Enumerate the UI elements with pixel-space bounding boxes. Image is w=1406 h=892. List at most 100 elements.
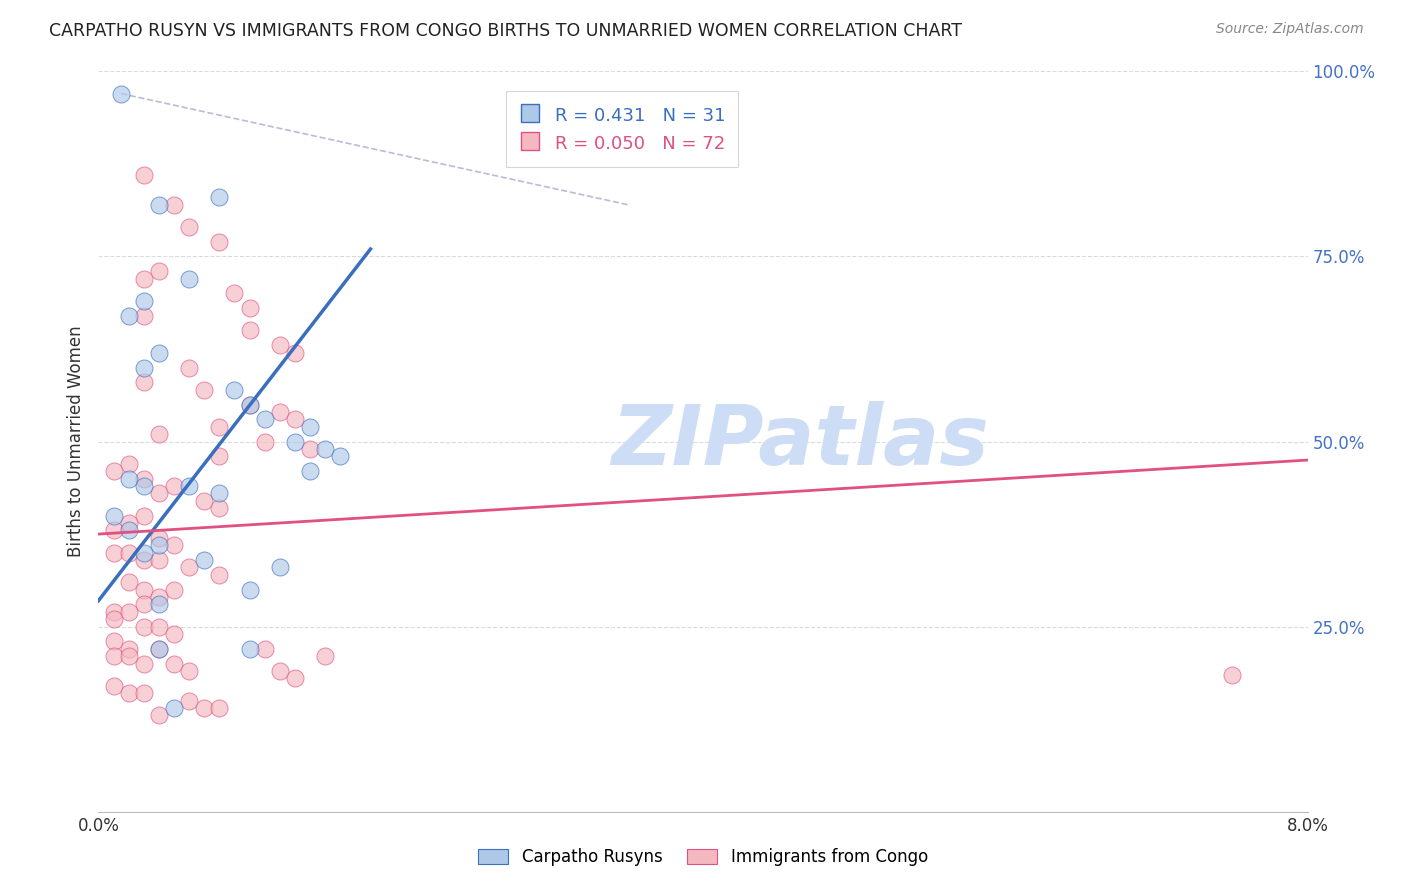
Point xyxy=(179,219,201,234)
Point xyxy=(132,471,155,485)
Point xyxy=(239,641,262,656)
Point xyxy=(118,641,141,656)
Point xyxy=(179,479,201,493)
Point xyxy=(148,538,170,552)
Point xyxy=(132,376,155,390)
Point xyxy=(148,708,170,723)
Point xyxy=(118,524,141,538)
Point xyxy=(284,345,307,359)
Point xyxy=(148,486,170,500)
Point xyxy=(179,560,201,574)
Point xyxy=(163,538,186,552)
Text: ZIPatlas: ZIPatlas xyxy=(610,401,988,482)
Point xyxy=(314,649,336,664)
Point xyxy=(132,582,155,597)
Point xyxy=(299,464,322,478)
Point xyxy=(299,419,322,434)
Point xyxy=(208,501,231,516)
Point xyxy=(239,398,262,412)
Point xyxy=(239,398,262,412)
Point xyxy=(208,450,231,464)
Point xyxy=(269,560,291,574)
Point xyxy=(329,450,352,464)
Point xyxy=(179,664,201,678)
Point xyxy=(179,360,201,375)
Point xyxy=(118,471,141,485)
Point xyxy=(132,553,155,567)
Point xyxy=(163,479,186,493)
Point xyxy=(239,582,262,597)
Point xyxy=(148,598,170,612)
Point xyxy=(118,457,141,471)
Point xyxy=(208,567,231,582)
Point xyxy=(193,493,215,508)
Point xyxy=(163,627,186,641)
Point xyxy=(163,657,186,671)
Point xyxy=(132,686,155,700)
Legend: R = 0.431   N = 31, R = 0.050   N = 72: R = 0.431 N = 31, R = 0.050 N = 72 xyxy=(506,92,738,167)
Point xyxy=(103,605,125,619)
Point xyxy=(148,590,170,604)
Text: CARPATHO RUSYN VS IMMIGRANTS FROM CONGO BIRTHS TO UNMARRIED WOMEN CORRELATION CH: CARPATHO RUSYN VS IMMIGRANTS FROM CONGO … xyxy=(49,22,962,40)
Point xyxy=(132,293,155,308)
Point xyxy=(148,619,170,633)
Point xyxy=(103,634,125,648)
Point xyxy=(132,479,155,493)
Point xyxy=(284,412,307,426)
Point xyxy=(132,271,155,285)
Point xyxy=(239,301,262,316)
Point xyxy=(179,694,201,708)
Point xyxy=(148,641,170,656)
Point xyxy=(208,419,231,434)
Y-axis label: Births to Unmarried Women: Births to Unmarried Women xyxy=(66,326,84,558)
Point xyxy=(103,612,125,626)
Point xyxy=(193,701,215,715)
Point xyxy=(239,324,262,338)
Point xyxy=(132,168,155,182)
Point xyxy=(110,87,132,101)
Point xyxy=(132,546,155,560)
Point xyxy=(118,649,141,664)
Point xyxy=(208,701,231,715)
Point xyxy=(224,286,246,301)
Point xyxy=(132,619,155,633)
Point xyxy=(132,657,155,671)
Point xyxy=(103,508,125,523)
Point xyxy=(132,598,155,612)
Point xyxy=(163,197,186,211)
Point xyxy=(193,553,215,567)
Point xyxy=(179,271,201,285)
Point xyxy=(103,679,125,693)
Point xyxy=(284,434,307,449)
Point xyxy=(269,338,291,352)
Point xyxy=(148,345,170,359)
Point xyxy=(208,235,231,249)
Point xyxy=(208,486,231,500)
Point xyxy=(118,516,141,530)
Point xyxy=(103,649,125,664)
Point xyxy=(118,546,141,560)
Point xyxy=(132,309,155,323)
Point xyxy=(163,701,186,715)
Point xyxy=(284,672,307,686)
Point xyxy=(103,464,125,478)
Point xyxy=(132,360,155,375)
Point xyxy=(148,641,170,656)
Point xyxy=(1220,667,1243,681)
Point xyxy=(148,427,170,442)
Point xyxy=(253,412,276,426)
Point xyxy=(208,190,231,204)
Legend: Carpatho Rusyns, Immigrants from Congo: Carpatho Rusyns, Immigrants from Congo xyxy=(470,840,936,875)
Point xyxy=(132,508,155,523)
Point xyxy=(253,434,276,449)
Point xyxy=(148,197,170,211)
Point xyxy=(193,383,215,397)
Point xyxy=(118,575,141,590)
Point xyxy=(148,531,170,545)
Point xyxy=(299,442,322,456)
Point xyxy=(253,641,276,656)
Text: Source: ZipAtlas.com: Source: ZipAtlas.com xyxy=(1216,22,1364,37)
Point xyxy=(103,524,125,538)
Point xyxy=(118,309,141,323)
Point xyxy=(163,582,186,597)
